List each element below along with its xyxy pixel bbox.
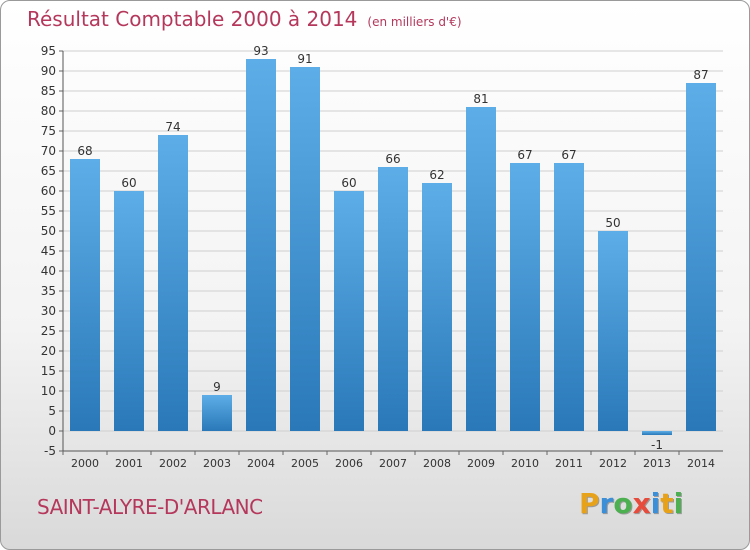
y-tick-label: 75 <box>41 124 56 138</box>
logo-letter: o <box>613 487 633 520</box>
x-tick-label: 2007 <box>379 457 407 470</box>
bar-2008 <box>422 183 452 431</box>
x-tick-label: 2002 <box>159 457 187 470</box>
y-tick-label: 85 <box>41 84 56 98</box>
data-label: 60 <box>121 176 136 190</box>
x-tick-label: 2004 <box>247 457 275 470</box>
y-tick-label: 25 <box>41 324 56 338</box>
logo-letter: r <box>599 487 614 520</box>
bar-2012 <box>598 231 628 431</box>
logo-letter: x <box>632 487 651 520</box>
bar-2009 <box>466 107 496 431</box>
bar-2001 <box>114 191 144 431</box>
x-tick-label: 2001 <box>115 457 143 470</box>
x-tick-label: 2003 <box>203 457 231 470</box>
data-label: 68 <box>77 144 92 158</box>
data-label: 60 <box>341 176 356 190</box>
bar-2000 <box>70 159 100 431</box>
data-label: 87 <box>693 68 708 82</box>
y-tick-label: 80 <box>41 104 56 118</box>
data-label: 62 <box>429 168 444 182</box>
bar-2002 <box>158 135 188 431</box>
proxiti-logo: Proxiti <box>579 487 683 520</box>
logo-letter: P <box>579 487 600 520</box>
data-label: 93 <box>253 44 268 58</box>
data-label: 74 <box>165 120 180 134</box>
axes <box>62 51 723 452</box>
y-tick-label: 15 <box>41 364 56 378</box>
y-tick-label: 5 <box>48 404 56 418</box>
bar-2003 <box>202 395 232 431</box>
data-label: 81 <box>473 92 488 106</box>
y-tick-label: 40 <box>41 264 56 278</box>
data-label: 9 <box>213 380 221 394</box>
chart-subtitle: (en milliers d'€) <box>367 15 462 29</box>
x-tick-label: 2014 <box>687 457 715 470</box>
x-tick-label: 2005 <box>291 457 319 470</box>
x-tick-label: 2012 <box>599 457 627 470</box>
chart-title-main: Résultat Comptable 2000 à 2014 <box>27 7 358 31</box>
y-tick-label: 0 <box>48 424 56 438</box>
data-label: 67 <box>561 148 576 162</box>
logo-letter: t <box>660 487 674 520</box>
x-tick-label: 2010 <box>511 457 539 470</box>
logo-letter: i <box>650 487 661 520</box>
chart-title: Résultat Comptable 2000 à 2014 (en millie… <box>27 7 462 31</box>
y-axis-ticks: -5 0 5 10 15 20 25 30 35 40 45 50 55 60 65 70 75 80 85 90 95 <box>41 44 63 458</box>
y-tick-label: 45 <box>41 244 56 258</box>
y-tick-label: 35 <box>41 284 56 298</box>
y-tick-label: 90 <box>41 64 56 78</box>
bar-2011 <box>554 163 584 431</box>
y-tick-label: 10 <box>41 384 56 398</box>
y-tick-label: -5 <box>44 444 56 458</box>
bar-2006 <box>334 191 364 431</box>
y-tick-label: 50 <box>41 224 56 238</box>
y-tick-label: 20 <box>41 344 56 358</box>
y-tick-label: 70 <box>41 144 56 158</box>
x-tick-label: 2006 <box>335 457 363 470</box>
data-label: 67 <box>517 148 532 162</box>
y-tick-label: 95 <box>41 44 56 58</box>
bar-2004 <box>246 59 276 431</box>
y-tick-label: 65 <box>41 164 56 178</box>
x-tick-label: 2008 <box>423 457 451 470</box>
bar-2005 <box>290 67 320 431</box>
bar-2014 <box>686 83 716 431</box>
x-axis-ticks: 2000 2001 2002 2003 2004 2005 2006 2007 2008 2009… <box>62 451 715 470</box>
x-tick-label: 2009 <box>467 457 495 470</box>
bar-2013 <box>642 431 672 435</box>
data-label: 66 <box>385 152 400 166</box>
data-label: 50 <box>605 216 620 230</box>
bars: 68 60 74 9 93 91 60 66 62 81 67 67 50 -1 87 <box>70 44 716 452</box>
bar-2007 <box>378 167 408 431</box>
x-tick-label: 2013 <box>643 457 671 470</box>
bar-2010 <box>510 163 540 431</box>
x-tick-label: 2000 <box>71 457 99 470</box>
logo-letter: i <box>673 487 684 520</box>
y-tick-label: 30 <box>41 304 56 318</box>
data-label: -1 <box>651 438 663 452</box>
y-tick-label: 55 <box>41 204 56 218</box>
location-label: SAINT-ALYRE-D'ARLANC <box>37 495 263 519</box>
x-tick-label: 2011 <box>555 457 583 470</box>
y-tick-label: 60 <box>41 184 56 198</box>
data-label: 91 <box>297 52 312 66</box>
